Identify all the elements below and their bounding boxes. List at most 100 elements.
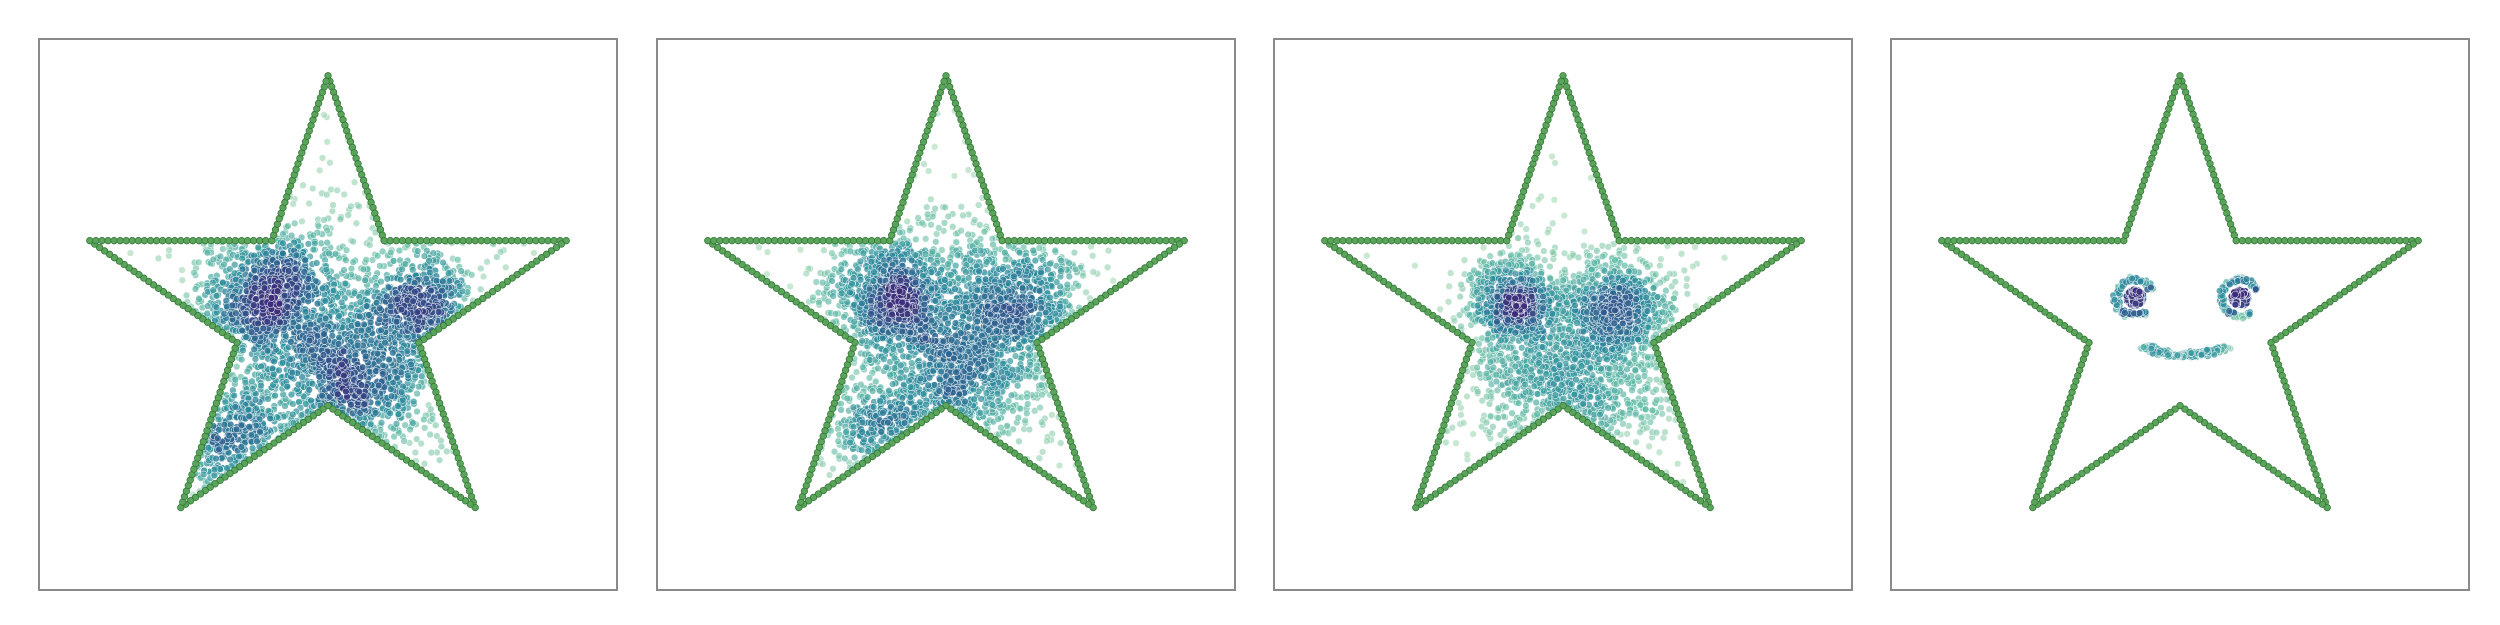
data-point: [376, 262, 384, 270]
data-point: [439, 258, 447, 267]
outline-point: [501, 237, 510, 245]
data-point: [1056, 302, 1064, 311]
outline-point: [495, 237, 504, 245]
data-point: [1016, 405, 1025, 413]
data-point: [319, 284, 327, 292]
data-point: [381, 339, 389, 347]
data-point: [251, 284, 259, 292]
data-point: [931, 205, 939, 213]
data-point: [876, 397, 884, 405]
outline-point: [116, 237, 124, 245]
outline-point: [489, 237, 498, 245]
data-point: [328, 207, 337, 215]
data-point: [354, 274, 363, 282]
data-point: [203, 309, 211, 318]
data-point: [334, 390, 342, 398]
data-point: [404, 411, 413, 420]
data-point: [226, 265, 234, 273]
data-point: [876, 387, 884, 395]
outline-point: [195, 237, 203, 245]
outline-point: [249, 237, 258, 245]
outline-point: [165, 237, 173, 245]
data-point: [957, 203, 965, 211]
data-point: [313, 259, 321, 267]
data-point: [1082, 288, 1090, 296]
data-point: [1036, 403, 1044, 412]
data-point: [266, 300, 275, 308]
outline-point: [86, 237, 94, 245]
outline-point: [231, 237, 240, 245]
data-point: [360, 400, 368, 408]
data-point: [362, 256, 370, 264]
data-point: [931, 143, 939, 151]
data-point: [214, 434, 222, 442]
data-point: [905, 377, 913, 385]
data-point: [425, 257, 433, 265]
data-point: [837, 400, 845, 408]
data-point: [404, 371, 412, 380]
data-point: [367, 336, 375, 344]
data-point: [287, 390, 296, 399]
data-point: [182, 291, 191, 300]
data-point: [355, 202, 363, 211]
data-point: [268, 248, 276, 256]
data-point: [898, 394, 907, 402]
data-point: [922, 235, 930, 243]
data-point: [941, 276, 949, 284]
data-point: [309, 231, 317, 239]
data-point: [298, 373, 306, 381]
data-point: [848, 373, 856, 382]
data-point: [362, 352, 370, 361]
data-point: [1038, 418, 1046, 426]
data-point: [320, 111, 328, 119]
data-point: [363, 289, 371, 297]
data-point: [289, 410, 297, 419]
data-point: [291, 265, 300, 273]
data-point: [869, 403, 878, 411]
data-point: [319, 351, 328, 359]
data-point: [830, 447, 839, 456]
data-point: [335, 312, 343, 320]
data-point: [276, 422, 285, 430]
data-point: [886, 371, 894, 379]
data-point: [338, 298, 346, 307]
data-point: [315, 373, 323, 381]
data-point: [420, 415, 428, 424]
data-point: [347, 304, 355, 312]
data-point: [433, 277, 441, 285]
outline-point: [441, 237, 449, 245]
data-point: [849, 423, 858, 431]
data-point: [387, 385, 395, 393]
outline-point: [322, 77, 330, 85]
data-point: [212, 303, 221, 311]
data-point: [413, 389, 421, 398]
star-scatter-plot-2: [704, 72, 1188, 512]
data-point: [232, 309, 240, 317]
data-point: [1037, 381, 1045, 389]
data-point: [378, 247, 387, 256]
data-point: [190, 268, 198, 277]
data-point: [353, 341, 362, 349]
data-point: [502, 263, 510, 272]
data-point: [834, 437, 842, 445]
data-point: [920, 409, 928, 417]
data-point: [895, 341, 903, 350]
data-point: [410, 397, 418, 406]
data-point: [357, 326, 365, 335]
data-point: [323, 138, 331, 146]
data-point: [919, 390, 928, 398]
data-point: [126, 249, 135, 257]
data-point: [287, 231, 296, 240]
data-point: [1007, 391, 1016, 399]
data-point: [238, 254, 246, 263]
data-point: [386, 409, 394, 418]
data-point: [975, 201, 983, 209]
data-point: [373, 252, 382, 260]
data-point: [920, 160, 928, 168]
data-point: [427, 286, 435, 295]
data-point: [916, 374, 925, 383]
data-point: [195, 295, 203, 303]
data-point: [1089, 268, 1097, 276]
data-point: [329, 287, 338, 295]
data-point: [401, 260, 410, 268]
